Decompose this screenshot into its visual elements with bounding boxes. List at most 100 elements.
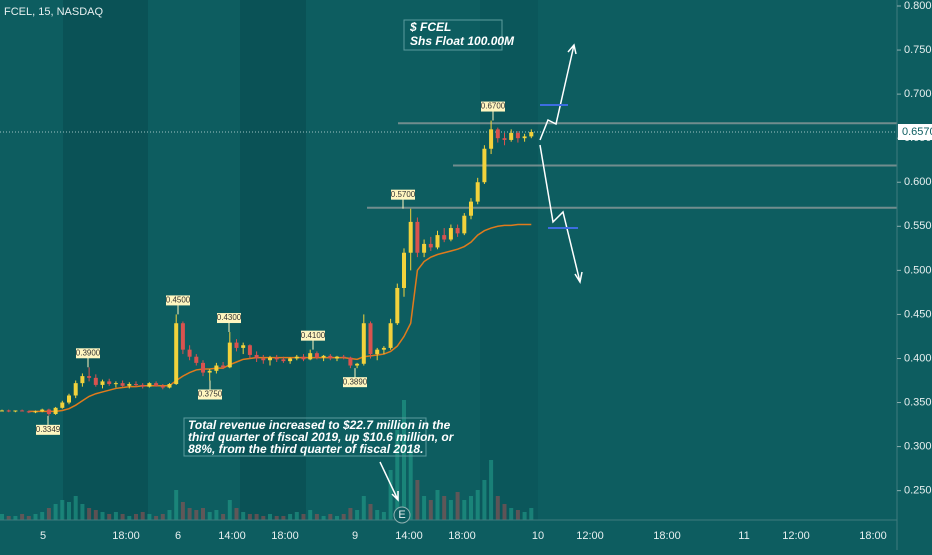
volume-bar [529,508,534,520]
volume-bar [308,510,313,520]
price-label-box [76,348,100,359]
candle-body [154,383,159,386]
volume-bar [0,514,4,520]
volume-bar [187,508,192,520]
x-tick-label: 6 [175,530,181,542]
volume-bar [154,516,159,520]
target-marks [540,104,578,229]
candle-body [408,221,413,253]
volume-bar [174,490,179,520]
candle-body [6,410,11,412]
candle-body [134,384,138,386]
volume-bar [415,480,420,520]
volume-bar [207,512,212,520]
volume-bar [428,500,433,520]
volume-bar [435,490,440,520]
volume-bar [73,496,78,520]
candle-body [281,359,286,362]
volume-bar [33,514,38,520]
volume-bar [281,516,286,520]
candle-body [402,252,406,288]
price-label-box [481,101,505,112]
volume-bar [388,470,393,520]
arrows [379,43,583,502]
candle-body [348,357,353,366]
volume-bar [134,514,138,520]
volume-bar [375,510,380,520]
candle-body [147,383,152,387]
candle-body [301,356,306,360]
volume-bar [194,510,199,520]
volume-bar [254,514,259,520]
candle-body [529,132,534,137]
price-label-box [198,389,222,400]
volume-bar [261,516,266,520]
candle-body [113,383,118,385]
price-label: 0.3349 [36,425,61,434]
annotation-float: Shs Float 100.00M [410,34,515,48]
price-label-box [166,295,190,306]
plot-area [0,120,897,520]
header: FCEL, 15, NASDAQ [4,6,103,18]
volume-bar [368,504,373,520]
x-tick-label: 18:00 [859,530,887,542]
volume-bar [321,516,326,520]
x-tick-label: 18:00 [448,530,476,542]
x-tick-label: 5 [40,530,46,542]
candle-body [489,129,494,149]
moving-average [28,223,532,413]
candle-body [495,129,500,139]
volume-bar [314,514,319,520]
volume-bar [20,514,25,520]
volume-bar [502,504,507,520]
candle-body [335,356,339,359]
candle-body [308,353,313,360]
candle-body [522,136,527,139]
volume-bar [448,500,453,520]
news-line: third quarter of fiscal 2019, up $10.6 m… [188,430,455,444]
candle-body [201,362,205,373]
volume-bar [381,512,386,520]
candle-body [314,353,319,358]
y-tick-label: 0.4500 [904,308,932,320]
x-tick-label: 12:00 [576,530,604,542]
x-tick-label: 11 [738,530,749,542]
candle-body [469,201,473,216]
candle-body [388,323,393,348]
candle-body [455,228,460,234]
y-tick-label: 0.8000 [904,0,932,12]
volume-bar [455,492,460,520]
candle-body [120,383,125,386]
x-tick-label: 9 [352,530,358,542]
annotation-title: $ FCEL [409,20,451,34]
candle-body [214,365,219,371]
candle-body [40,409,45,412]
candle-body [167,384,172,388]
candle-body [355,363,360,366]
candle-body [462,215,467,234]
candle-body [140,384,145,387]
candle-body [53,407,58,414]
volume-bar [107,514,112,520]
volume-bar [422,496,427,520]
candle-body [20,410,25,412]
volume-bar [341,514,346,520]
volume-bar [60,500,65,520]
annotation-box [183,417,427,457]
candle-body [274,357,279,360]
candle-body [375,349,380,355]
volume-bar [26,516,31,520]
volume-bar [348,508,353,520]
volume-bar [355,510,360,520]
volume-bar [489,460,494,520]
candle-body [107,381,112,385]
volume-bar [6,516,11,520]
candle-body [435,235,440,248]
volume-bar [127,516,132,520]
